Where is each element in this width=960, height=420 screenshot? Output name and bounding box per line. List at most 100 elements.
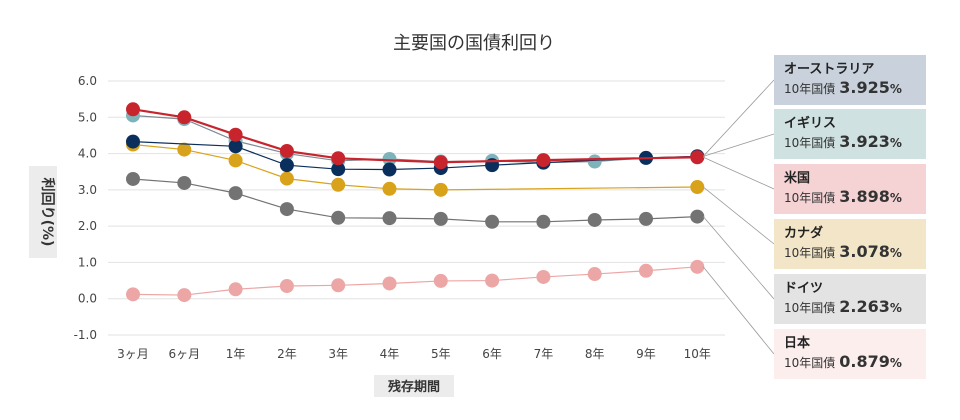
legend-yield-value: 3.078 — [839, 242, 890, 261]
legend-yield-value: 2.263 — [839, 297, 890, 316]
legend-item: カナダ 10年国債 3.078% — [774, 219, 926, 269]
x-tick-label: 1年 — [226, 347, 246, 361]
legend-bond-label: 10年国債 — [784, 82, 836, 96]
series-3 — [126, 137, 705, 197]
data-point — [279, 202, 294, 217]
legend-yield-line: 10年国債 2.263% — [784, 297, 926, 318]
legend-bond-label: 10年国債 — [784, 301, 836, 315]
data-point — [279, 158, 294, 173]
x-tick-label: 4年 — [380, 347, 400, 361]
data-point — [382, 276, 397, 291]
data-point — [382, 152, 397, 167]
legend-item: 日本 10年国債 0.879% — [774, 329, 926, 379]
y-axis-label-bg — [29, 166, 57, 258]
data-point — [228, 186, 243, 201]
legend-yield-unit: % — [889, 191, 902, 205]
data-point — [177, 175, 192, 190]
series-line — [132, 114, 698, 164]
data-point — [587, 267, 602, 282]
legend-country: カナダ — [784, 226, 824, 241]
x-tick-label: 5年 — [431, 347, 451, 361]
legend-yield-value: 0.879 — [839, 352, 890, 371]
x-tick-label: 6ヶ月 — [168, 347, 200, 361]
legend-bond-label: 10年国債 — [784, 356, 836, 370]
data-point — [279, 144, 294, 159]
data-point — [382, 162, 397, 177]
y-tick-label: 6.0 — [78, 74, 97, 88]
x-tick-label: 8年 — [585, 347, 605, 361]
y-tick-label: 5.0 — [78, 110, 97, 124]
legend-country: 米国 — [784, 171, 811, 186]
data-point — [639, 211, 653, 226]
series-line — [132, 143, 698, 191]
legend-yield-line: 10年国債 3.923% — [784, 132, 926, 153]
legend-country: オーストラリア — [784, 62, 875, 77]
data-point — [177, 142, 192, 157]
x-tick-label: 3年 — [328, 347, 348, 361]
y-tick-label: 1.0 — [78, 255, 97, 269]
legend-connectors — [702, 79, 775, 355]
legend-connector — [702, 216, 775, 300]
y-tick-label: -1.0 — [74, 328, 97, 342]
y-tick-label: 4.0 — [78, 147, 97, 161]
data-point — [536, 214, 551, 229]
legend-yield-line: 10年国債 3.078% — [784, 242, 926, 263]
data-point — [228, 127, 243, 142]
data-point — [228, 282, 243, 297]
data-point — [690, 150, 705, 165]
legend-item: イギリス 10年国債 3.923% — [774, 109, 926, 159]
data-point — [433, 155, 448, 170]
data-point — [228, 139, 243, 154]
data-point — [587, 154, 602, 169]
data-point — [433, 182, 448, 197]
data-point — [228, 153, 243, 168]
data-point — [279, 171, 294, 186]
data-point — [536, 153, 551, 168]
legend-bond-label: 10年国債 — [784, 191, 836, 205]
data-point — [126, 287, 140, 302]
data-point — [331, 177, 346, 192]
data-point — [331, 162, 346, 177]
legend-item: ドイツ 10年国債 2.263% — [774, 274, 926, 324]
data-point — [433, 211, 448, 226]
data-point — [382, 181, 397, 196]
grid-lines — [108, 80, 725, 336]
legend-connector — [703, 186, 775, 245]
legend-yield-value: 3.925 — [839, 78, 890, 97]
data-point — [331, 210, 346, 225]
data-point — [690, 209, 705, 224]
series-4 — [126, 171, 705, 229]
legend-country: イギリス — [784, 116, 837, 131]
legend-yield-unit: % — [889, 246, 902, 260]
x-axis-label: 残存期間 — [388, 379, 440, 395]
x-tick-label: 2年 — [277, 347, 297, 361]
x-axis-ticks: 3ヶ月 6ヶ月 1年 2年 3年 4年 5年 6年 7年 8年 9年 10年 — [117, 347, 711, 361]
data-point — [126, 134, 140, 149]
legend-bond-label: 10年国債 — [784, 246, 836, 260]
data-point — [382, 211, 397, 226]
series-layer — [126, 102, 705, 303]
y-tick-label: 0.0 — [78, 292, 97, 306]
legend-connector — [703, 133, 775, 157]
legend-yield-unit: % — [889, 356, 902, 370]
data-point — [639, 263, 653, 278]
x-tick-label: 6年 — [482, 347, 502, 361]
series-5 — [126, 259, 705, 303]
x-tick-label: 9年 — [636, 347, 656, 361]
legend-item: 米国 10年国債 3.898% — [774, 164, 926, 214]
series-2 — [126, 102, 705, 170]
data-point — [690, 259, 705, 274]
x-tick-label: 10年 — [684, 347, 711, 361]
data-point — [177, 110, 192, 125]
legend-yield-line: 10年国債 3.925% — [784, 78, 926, 99]
legend-yield-unit: % — [889, 301, 902, 315]
legend-yield-line: 10年国債 3.898% — [784, 187, 926, 208]
data-point — [126, 102, 140, 117]
legend-item: オーストラリア 10年国債 3.925% — [774, 55, 926, 105]
data-point — [536, 269, 551, 284]
legend-country: 日本 — [784, 336, 811, 351]
series-line — [132, 108, 698, 164]
data-point — [485, 214, 500, 229]
y-axis-label: 利回り(%) — [39, 178, 56, 247]
x-tick-label: 3ヶ月 — [117, 347, 149, 361]
